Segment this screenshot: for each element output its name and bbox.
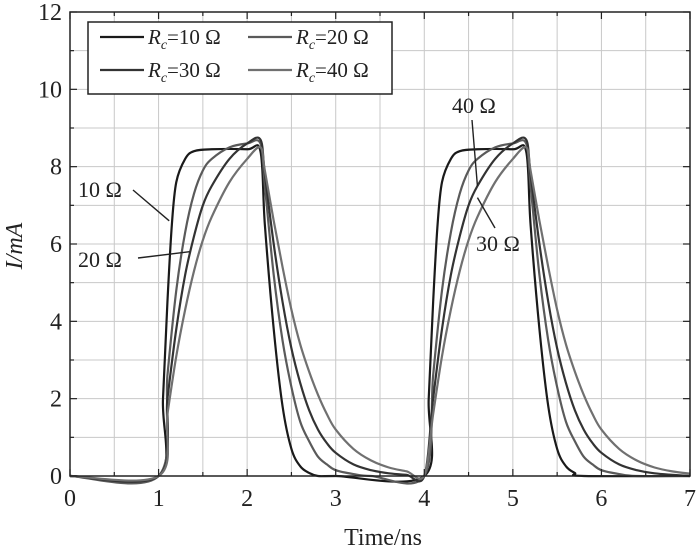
series-line	[69, 139, 691, 485]
legend-label: Rc=10 Ω	[147, 25, 221, 53]
y-tick-label: 0	[50, 464, 62, 490]
annotation-leader	[137, 251, 190, 259]
x-axis-title: Time/ns	[344, 525, 422, 549]
y-tick-label: 12	[38, 0, 62, 26]
annotation-leader	[471, 119, 479, 187]
series-line	[69, 136, 691, 483]
annotation-label: 40 Ω	[452, 93, 496, 118]
y-tick-label: 6	[50, 232, 62, 258]
x-tick-label: 6	[595, 486, 607, 512]
y-tick-label: 4	[50, 309, 62, 335]
x-tick-label: 7	[684, 486, 696, 512]
series-line	[69, 145, 691, 482]
legend-box	[87, 21, 393, 95]
y-axis-title: I/mA	[2, 222, 28, 270]
legend-label: Rc=20 Ω	[295, 25, 369, 53]
annotation-label: 20 Ω	[78, 247, 122, 272]
annotation-leader	[132, 189, 170, 222]
y-tick-label: 10	[38, 77, 62, 103]
x-tick-label: 5	[507, 486, 519, 512]
y-tick-label: 8	[50, 155, 62, 181]
legend: Rc=10 Ω Rc=20 Ω Rc=30 Ω Rc=40 Ω	[87, 21, 393, 95]
x-tick-label: 1	[153, 486, 165, 512]
x-tick-label: 0	[64, 486, 76, 512]
y-tick-label: 2	[50, 387, 62, 413]
legend-label: Rc=40 Ω	[295, 58, 369, 86]
x-tick-label: 2	[241, 486, 253, 512]
legend-label: Rc=30 Ω	[147, 58, 221, 86]
x-tick-label: 3	[330, 486, 342, 512]
x-tick-label: 4	[418, 486, 430, 512]
annotation-leader	[476, 197, 496, 229]
annotation-label: 10 Ω	[78, 177, 122, 202]
annotations: 10 Ω 20 Ω 40 Ω 30 Ω	[78, 93, 520, 272]
annotation-label: 30 Ω	[476, 231, 520, 256]
